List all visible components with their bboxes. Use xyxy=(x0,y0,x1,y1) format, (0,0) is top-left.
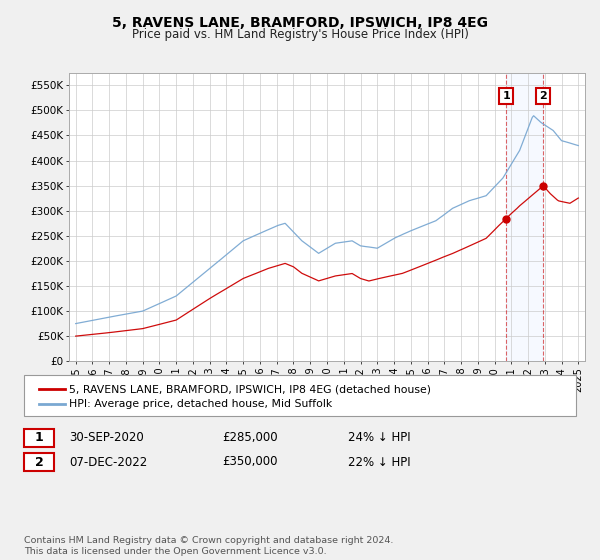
Text: Price paid vs. HM Land Registry's House Price Index (HPI): Price paid vs. HM Land Registry's House … xyxy=(131,28,469,41)
Text: HPI: Average price, detached house, Mid Suffolk: HPI: Average price, detached house, Mid … xyxy=(69,399,332,409)
Text: 07-DEC-2022: 07-DEC-2022 xyxy=(69,455,147,469)
Text: 5, RAVENS LANE, BRAMFORD, IPSWICH, IP8 4EG: 5, RAVENS LANE, BRAMFORD, IPSWICH, IP8 4… xyxy=(112,16,488,30)
Text: 1: 1 xyxy=(35,431,43,445)
Text: 2: 2 xyxy=(35,455,43,469)
Text: £350,000: £350,000 xyxy=(222,455,277,469)
Text: 1: 1 xyxy=(503,91,510,101)
Text: 2: 2 xyxy=(539,91,547,101)
Text: 30-SEP-2020: 30-SEP-2020 xyxy=(69,431,144,445)
Text: 5, RAVENS LANE, BRAMFORD, IPSWICH, IP8 4EG (detached house): 5, RAVENS LANE, BRAMFORD, IPSWICH, IP8 4… xyxy=(69,384,431,394)
Text: 22% ↓ HPI: 22% ↓ HPI xyxy=(348,455,410,469)
Text: Contains HM Land Registry data © Crown copyright and database right 2024.
This d: Contains HM Land Registry data © Crown c… xyxy=(24,536,394,556)
Text: 24% ↓ HPI: 24% ↓ HPI xyxy=(348,431,410,445)
Text: £285,000: £285,000 xyxy=(222,431,278,445)
Bar xyxy=(506,73,544,361)
